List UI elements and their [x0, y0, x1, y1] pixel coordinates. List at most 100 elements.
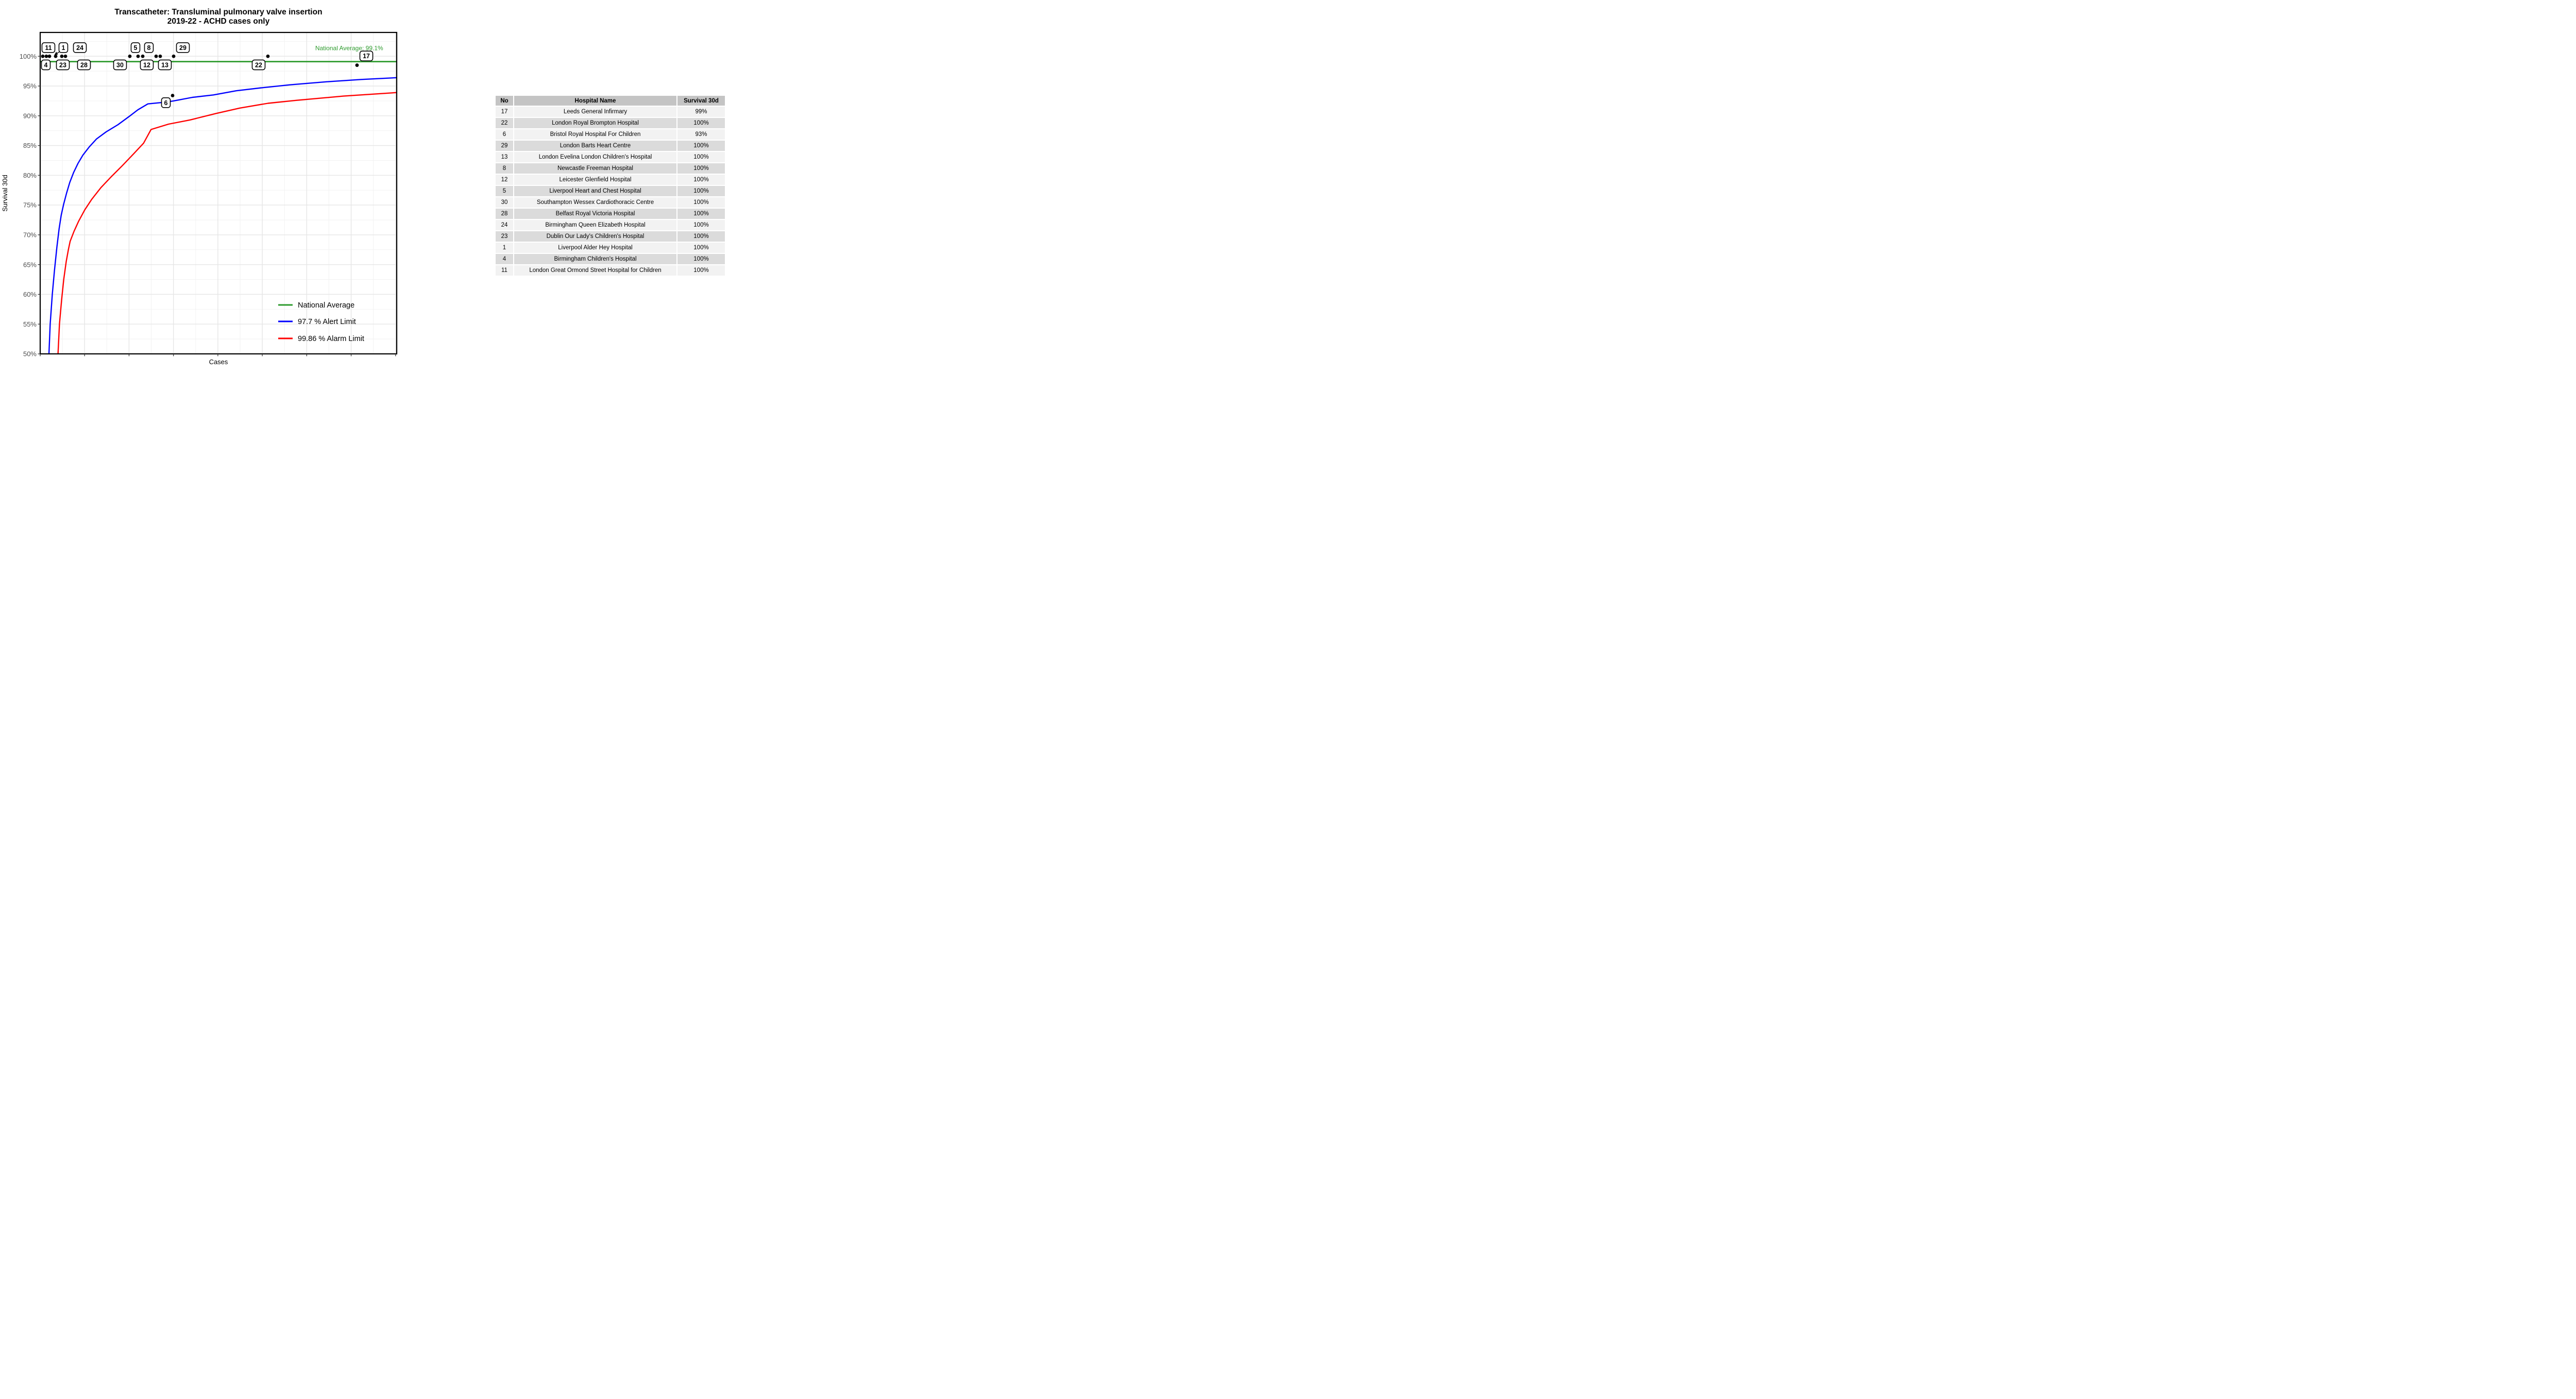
column-header-no: No — [496, 96, 513, 106]
table-cell-hospital-name: Liverpool Alder Hey Hospital — [514, 243, 676, 253]
table-cell-no: 1 — [496, 243, 513, 253]
table-cell-no: 23 — [496, 231, 513, 242]
table-cell-no: 29 — [496, 141, 513, 151]
chart-title-line2: 2019-22 - ACHD cases only — [167, 17, 270, 26]
point-label: 29 — [179, 44, 187, 52]
table-cell-no: 4 — [496, 254, 513, 264]
hospital-table-header: No Hospital Name Survival 30d — [496, 96, 725, 106]
point-label: 5 — [133, 44, 137, 52]
table-cell-hospital-name: Southampton Wessex Cardiothoracic Centre — [514, 197, 676, 208]
y-tick-label: 90% — [23, 112, 37, 120]
table-cell-survival-30d: 100% — [677, 163, 725, 174]
data-point — [41, 54, 45, 58]
table-row: 13 London Evelina London Children's Hospi… — [496, 152, 725, 162]
chart-title-line1: Transcatheter: Transluminal pulmonary va… — [114, 8, 323, 16]
table-cell-survival-30d: 100% — [677, 265, 725, 276]
y-tick-label: 55% — [23, 320, 37, 328]
table-cell-survival-30d: 93% — [677, 129, 725, 140]
table-header-row: No Hospital Name Survival 30d — [496, 96, 725, 106]
point-label-box — [41, 59, 51, 71]
point-label-box — [58, 42, 69, 53]
x-axis-title: Cases — [209, 358, 228, 366]
data-point — [141, 54, 145, 58]
table-cell-survival-30d: 100% — [677, 231, 725, 242]
alarm-limit-curve — [57, 92, 397, 354]
table-cell-no: 22 — [496, 118, 513, 128]
data-point — [355, 63, 359, 67]
table-row: 29 London Barts Heart Centre 100% — [496, 141, 725, 151]
y-tick-label: 75% — [23, 201, 37, 209]
table-cell-hospital-name: London Barts Heart Centre — [514, 141, 676, 151]
table-cell-survival-30d: 100% — [677, 186, 725, 196]
y-tick-label: 85% — [23, 142, 37, 149]
point-label-box — [158, 59, 172, 71]
funnel-plot-page: { "title": { "line1": "Transcatheter: Tr… — [0, 0, 808, 371]
y-tick-label: 80% — [23, 172, 37, 179]
point-label: 24 — [76, 44, 83, 52]
plot-border — [39, 31, 398, 355]
point-label: 11 — [45, 44, 52, 52]
table-cell-no: 24 — [496, 220, 513, 230]
table-row: 8 Newcastle Freeman Hospital 100% — [496, 163, 725, 174]
table-row: 1 Liverpool Alder Hey Hospital 100% — [496, 243, 725, 253]
data-point — [171, 94, 175, 97]
table-row: 11 London Great Ormond Street Hospital fo… — [496, 265, 725, 276]
column-header-survival-30d: Survival 30d — [677, 96, 725, 106]
table-row: 5 Liverpool Heart and Chest Hospital 100% — [496, 186, 725, 196]
point-label: 17 — [363, 53, 370, 60]
point-label: 22 — [255, 61, 262, 69]
table-row: 22 London Royal Brompton Hospital 100% — [496, 118, 725, 128]
data-point — [60, 54, 64, 58]
table-cell-hospital-name: Newcastle Freeman Hospital — [514, 163, 676, 174]
y-tick-label: 50% — [23, 350, 37, 358]
point-label: 8 — [147, 44, 151, 52]
table-cell-no: 11 — [496, 265, 513, 276]
table-cell-hospital-name: Liverpool Heart and Chest Hospital — [514, 186, 676, 196]
table-cell-hospital-name: Leeds General Infirmary — [514, 107, 676, 117]
y-tick-label: 100% — [20, 53, 37, 60]
point-label: 28 — [80, 61, 88, 69]
table-cell-survival-30d: 100% — [677, 243, 725, 253]
table-cell-survival-30d: 99% — [677, 107, 725, 117]
table-cell-no: 5 — [496, 186, 513, 196]
data-point — [128, 54, 132, 58]
data-point — [47, 54, 52, 58]
data-point — [154, 54, 158, 58]
table-cell-hospital-name: Leicester Glenfield Hospital — [514, 175, 676, 185]
point-label-box — [56, 59, 70, 71]
point-label: 30 — [116, 61, 124, 69]
table-cell-survival-30d: 100% — [677, 209, 725, 219]
table-row: 12 Leicester Glenfield Hospital 100% — [496, 175, 725, 185]
table-cell-no: 30 — [496, 197, 513, 208]
table-cell-survival-30d: 100% — [677, 175, 725, 185]
table-row: 30 Southampton Wessex Cardiothoracic Cent… — [496, 197, 725, 208]
y-tick-label: 65% — [23, 261, 37, 268]
point-label-box — [130, 42, 141, 53]
table-cell-hospital-name: London Evelina London Children's Hospita… — [514, 152, 676, 162]
column-header-hospital-name: Hospital Name — [514, 96, 676, 106]
label-pointer-arrowhead — [55, 52, 58, 55]
table-cell-hospital-name: Belfast Royal Victoria Hospital — [514, 209, 676, 219]
data-point — [172, 54, 176, 58]
chart-title: Transcatheter: Transluminal pulmonary va… — [0, 8, 437, 26]
table-cell-survival-30d: 100% — [677, 118, 725, 128]
data-point — [63, 54, 67, 58]
table-row: 6 Bristol Royal Hospital For Children 93% — [496, 129, 725, 140]
table-cell-no: 12 — [496, 175, 513, 185]
national-average-annotation: National Average: 99.1% — [315, 45, 383, 52]
data-point — [158, 54, 162, 58]
point-label: 13 — [161, 61, 168, 69]
data-point — [136, 54, 140, 58]
hospital-table: No Hospital Name Survival 30d 17 Leeds Gener… — [495, 95, 726, 277]
y-axis-title: Survival 30d — [1, 175, 9, 212]
data-point — [266, 54, 270, 58]
point-label-box — [359, 50, 374, 61]
table-cell-no: 17 — [496, 107, 513, 117]
point-label: 1 — [62, 44, 65, 52]
data-point — [54, 54, 58, 58]
table-row: 24 Birmingham Queen Elizabeth Hospital 100… — [496, 220, 725, 230]
table-row: 23 Dublin Our Lady's Children's Hospital 1… — [496, 231, 725, 242]
table-cell-hospital-name: Dublin Our Lady's Children's Hospital — [514, 231, 676, 242]
y-tick-label: 70% — [23, 231, 37, 238]
legend-label: 97.7 % Alert Limit — [298, 318, 356, 326]
